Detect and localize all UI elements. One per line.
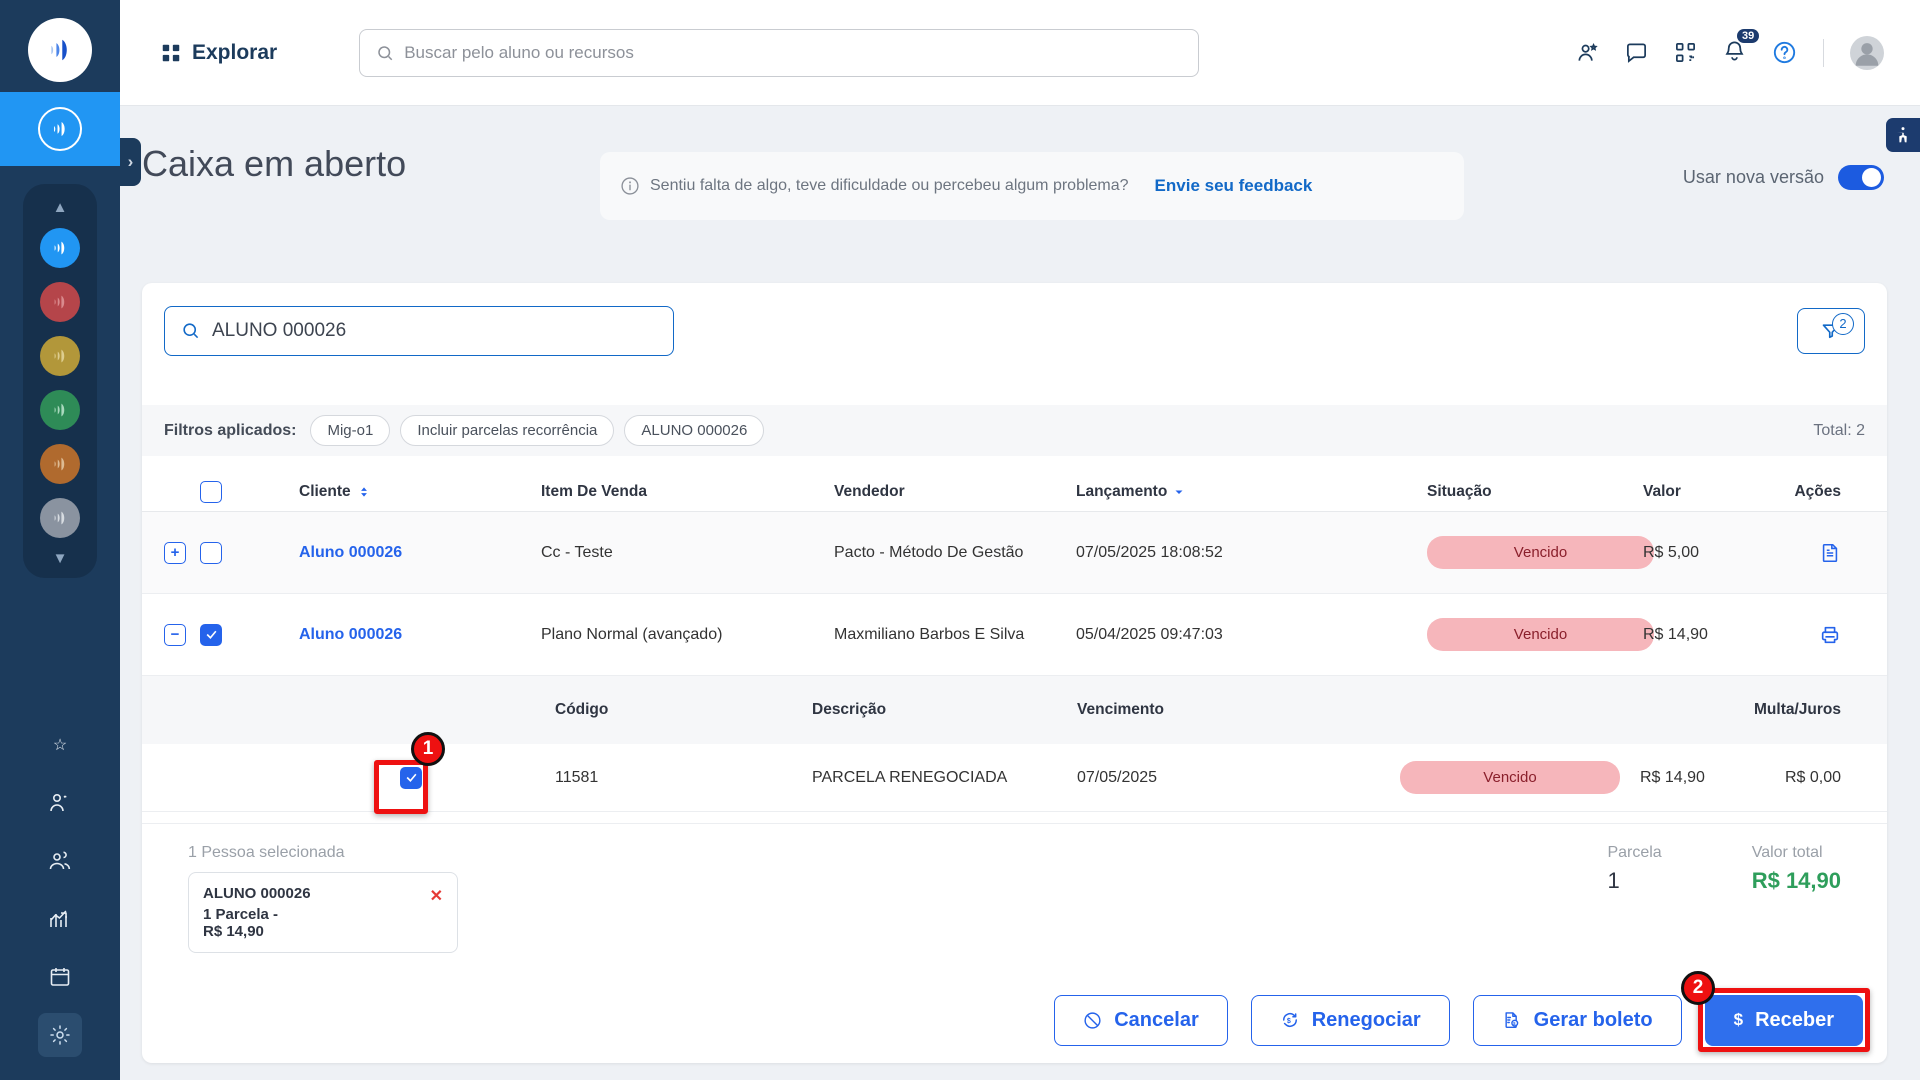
svg-text:$: $ <box>1513 1021 1516 1026</box>
svg-text:$: $ <box>1287 1017 1291 1025</box>
